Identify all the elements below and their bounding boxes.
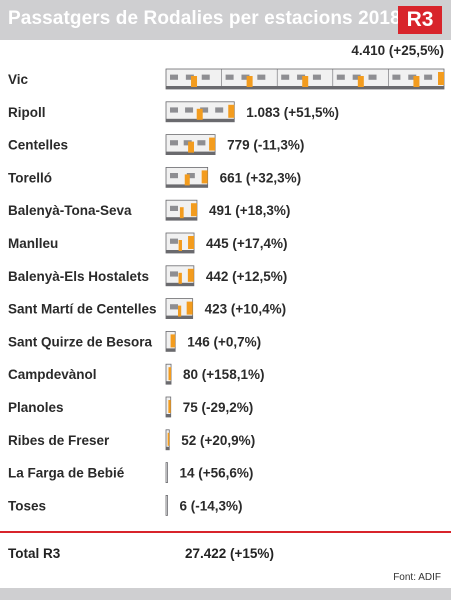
bar (165, 134, 216, 156)
data-label: 491 (+18,3%) (209, 203, 290, 218)
bar (165, 166, 209, 188)
data-label: 14 (+56,6%) (180, 466, 254, 481)
bar (165, 396, 172, 418)
bar (165, 232, 195, 254)
category-label: Centelles (8, 138, 68, 153)
data-label: 52 (+20,9%) (181, 433, 255, 448)
category-label: Torelló (8, 170, 52, 185)
header-band (0, 0, 451, 40)
bar (165, 298, 194, 320)
category-label: Toses (8, 498, 46, 513)
data-label: 4.410 (+25,5%) (351, 43, 444, 58)
source-note: Font: ADIF (393, 572, 441, 583)
bar (165, 199, 198, 221)
total-value: 27.422 (+15%) (185, 546, 274, 561)
bar (165, 330, 176, 352)
category-label: Ribes de Freser (8, 433, 110, 448)
category-label: Sant Quirze de Besora (8, 334, 153, 349)
bar (165, 101, 235, 123)
footer-band (0, 588, 451, 600)
data-label: 1.083 (+51,5%) (246, 105, 339, 120)
data-label: 442 (+12,5%) (206, 269, 287, 284)
category-label: Campdevànol (8, 367, 97, 382)
line-badge: R3 (398, 6, 442, 34)
category-label: Balenyà-Els Hostalets (8, 269, 149, 284)
total-label: Total R3 (8, 546, 61, 561)
bar (165, 462, 168, 484)
total-divider (0, 531, 451, 533)
bar (165, 494, 168, 516)
category-label: Balenyà-Tona-Seva (8, 203, 132, 218)
category-label: Ripoll (8, 105, 46, 120)
data-label: 779 (-11,3%) (227, 138, 304, 153)
bar (165, 68, 445, 90)
bar (165, 265, 195, 287)
data-label: 445 (+17,4%) (206, 236, 287, 251)
category-label: Planoles (8, 400, 64, 415)
data-label: 80 (+158,1%) (183, 367, 264, 382)
bar (165, 429, 170, 451)
category-label: La Farga de Bebié (8, 466, 125, 481)
chart-area: Vic 4.410 (+25,5%) Ripoll 1.083 (+51,5%) Cen… (8, 43, 445, 516)
data-label: 6 (-14,3%) (180, 498, 243, 513)
category-label: Manlleu (8, 236, 58, 251)
data-label: 75 (-29,2%) (183, 400, 254, 415)
bar (165, 363, 172, 385)
data-label: 661 (+32,3%) (220, 170, 301, 185)
data-label: 423 (+10,4%) (205, 302, 286, 317)
data-label: 146 (+0,7%) (187, 334, 261, 349)
category-label: Sant Martí de Centelles (8, 302, 157, 317)
category-label: Vic (8, 72, 29, 87)
chart-title: Passatgers de Rodalies per estacions 201… (8, 8, 401, 29)
